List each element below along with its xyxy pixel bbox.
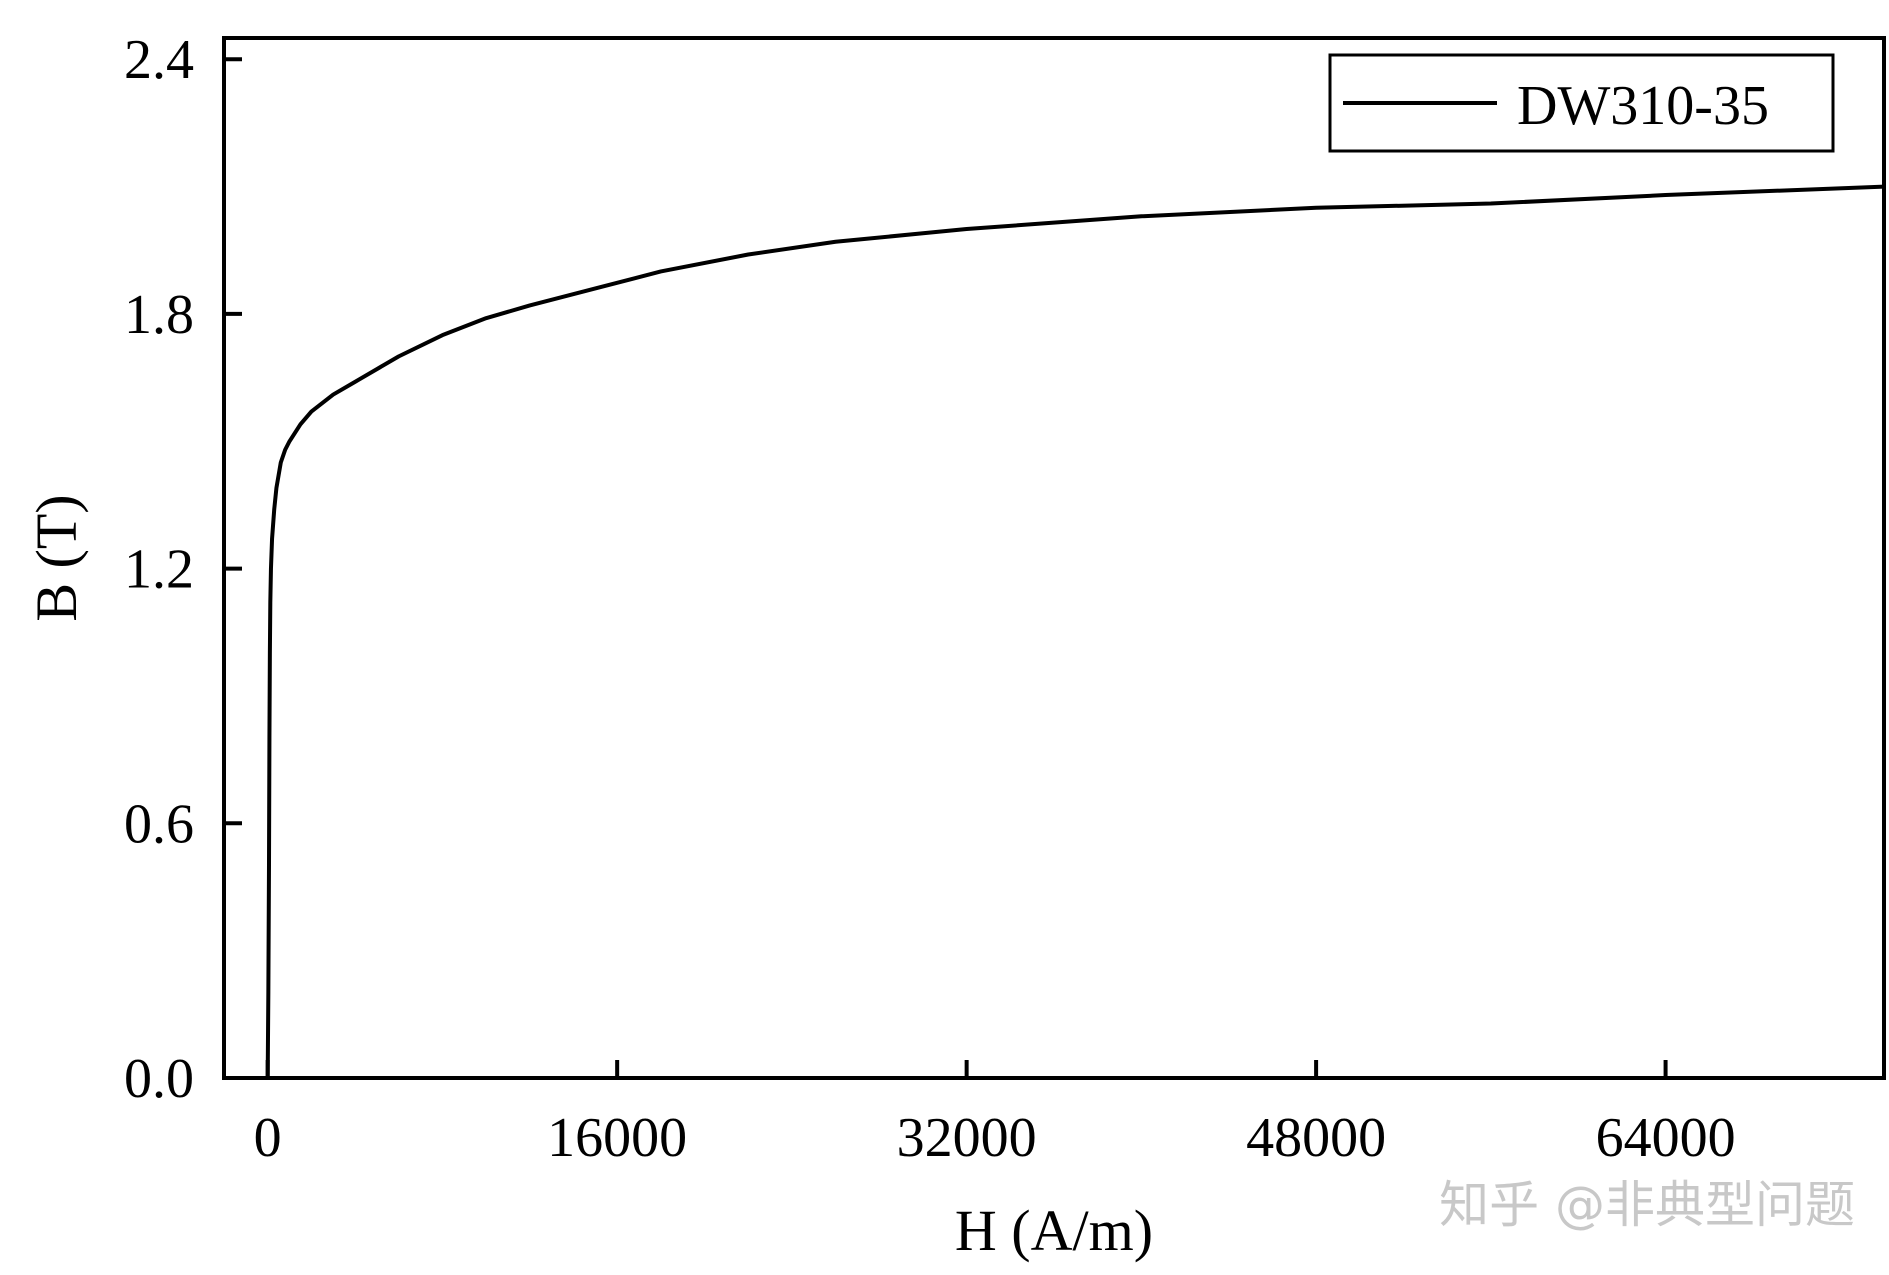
y-tick-label: 2.4 bbox=[124, 29, 194, 91]
plot-frame bbox=[222, 36, 1886, 1080]
y-tick-label: 0.0 bbox=[124, 1048, 194, 1110]
y-axis-ticks: 0.0 0.6 1.2 1.8 2.4 bbox=[124, 29, 242, 1110]
legend-label-dw310-35: DW310-35 bbox=[1517, 75, 1769, 137]
x-axis-ticks: 0 16000 32000 48000 64000 bbox=[254, 1060, 1736, 1169]
x-tick-label: 48000 bbox=[1246, 1107, 1386, 1169]
y-tick-label: 1.8 bbox=[124, 284, 194, 346]
x-tick-label: 64000 bbox=[1596, 1107, 1736, 1169]
x-tick-label: 32000 bbox=[897, 1107, 1037, 1169]
y-axis-title: B (T) bbox=[24, 494, 89, 621]
x-axis-title: H (A/m) bbox=[955, 1198, 1153, 1263]
y-tick-label: 1.2 bbox=[124, 539, 194, 601]
x-tick-label: 16000 bbox=[547, 1107, 687, 1169]
watermark-text: 知乎 @非典型问题 bbox=[1439, 1176, 1855, 1234]
y-tick-label: 0.6 bbox=[124, 793, 194, 855]
legend: DW310-35 bbox=[1328, 53, 1835, 153]
series-line-dw310-35 bbox=[265, 184, 1886, 1080]
x-tick-label: 0 bbox=[254, 1107, 282, 1169]
